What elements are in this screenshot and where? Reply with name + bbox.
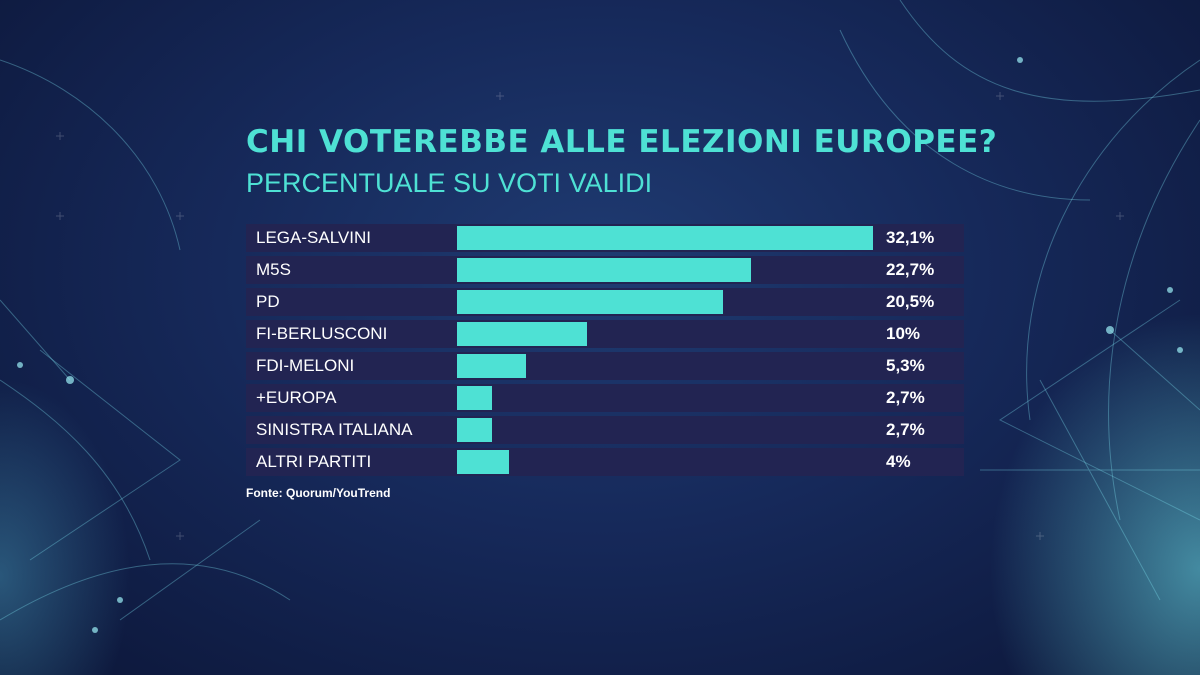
bar-row-background (246, 384, 964, 412)
category-label: M5S (256, 260, 291, 279)
bar (457, 258, 751, 282)
bar-row: LEGA-SALVINI 32,1% (246, 224, 964, 252)
value-label: 32,1% (886, 228, 935, 247)
bar-row: FI-BERLUSCONI 10% (246, 320, 964, 348)
category-label: ALTRI PARTITI (256, 452, 372, 471)
bar (457, 290, 723, 314)
bar (457, 322, 587, 346)
category-label: SINISTRA ITALIANA (256, 420, 413, 439)
value-label: 4% (886, 452, 911, 471)
bar-row: SINISTRA ITALIANA 2,7% (246, 416, 964, 444)
bar-row: ALTRI PARTITI 4% (246, 448, 964, 476)
value-label: 2,7% (886, 388, 925, 407)
chart-subtitle: PERCENTUALE SU VOTI VALIDI (246, 168, 653, 198)
bar-row: M5S 22,7% (246, 256, 964, 284)
category-label: LEGA-SALVINI (256, 228, 371, 247)
bar (457, 418, 492, 442)
category-label: +EUROPA (256, 388, 337, 407)
value-label: 5,3% (886, 356, 925, 375)
chart-title: CHI VOTEREBBE ALLE ELEZIONI EUROPEE? (246, 124, 998, 160)
value-label: 2,7% (886, 420, 925, 439)
category-label: FDI-MELONI (256, 356, 355, 375)
bar (457, 386, 492, 410)
bar-row-background (246, 416, 964, 444)
value-label: 20,5% (886, 292, 935, 311)
value-label: 22,7% (886, 260, 935, 279)
category-label: PD (256, 292, 280, 311)
bar-row: FDI-MELONI 5,3% (246, 352, 964, 380)
bar (457, 450, 509, 474)
value-label: 10% (886, 324, 921, 343)
bar-row-background (246, 448, 964, 476)
bar-row: +EUROPA 2,7% (246, 384, 964, 412)
bar (457, 226, 873, 250)
bar-row-background (246, 320, 964, 348)
category-label: FI-BERLUSCONI (256, 324, 388, 343)
bar-row: PD 20,5% (246, 288, 964, 316)
source-note: Fonte: Quorum/YouTrend (246, 486, 391, 500)
bar-chart: LEGA-SALVINI 32,1% M5S 22,7% PD 20,5% FI-BERLU… (246, 224, 964, 480)
bar (457, 354, 526, 378)
bar-row-background (246, 352, 964, 380)
